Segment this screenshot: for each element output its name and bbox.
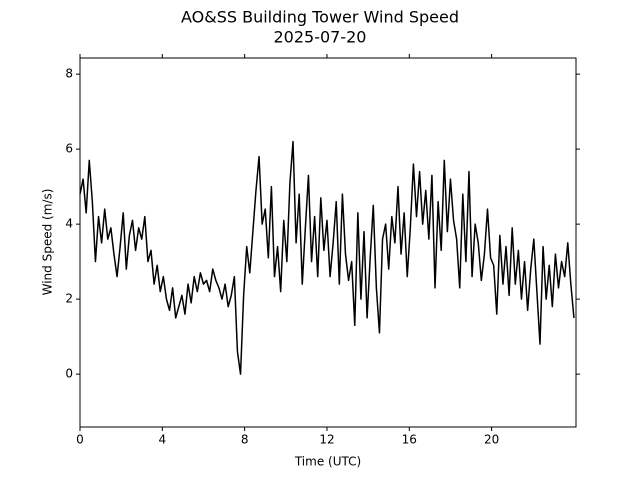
plot-frame	[79, 57, 577, 428]
x-tick-label: 12	[319, 433, 334, 447]
y-tick-label: 4	[65, 217, 73, 231]
x-tick-label: 16	[402, 433, 417, 447]
y-tick-label: 2	[65, 292, 73, 306]
y-tick-label: 8	[65, 67, 73, 81]
x-tick-label: 8	[241, 433, 249, 447]
x-axis-label: Time (UTC)	[294, 455, 361, 469]
chart-title: AO&SS Building Tower Wind Speed	[181, 8, 459, 27]
chart-subtitle: 2025-07-20	[274, 28, 367, 47]
line	[79, 140, 575, 375]
x-tick-label: 20	[484, 433, 499, 447]
y-tick-label: 6	[65, 142, 73, 156]
x-tick-label: 4	[159, 433, 167, 447]
y-tick-label: 0	[65, 367, 73, 381]
y-axis-label: Wind Speed (m/s)	[41, 189, 55, 296]
x-tick-label: 0	[76, 433, 84, 447]
